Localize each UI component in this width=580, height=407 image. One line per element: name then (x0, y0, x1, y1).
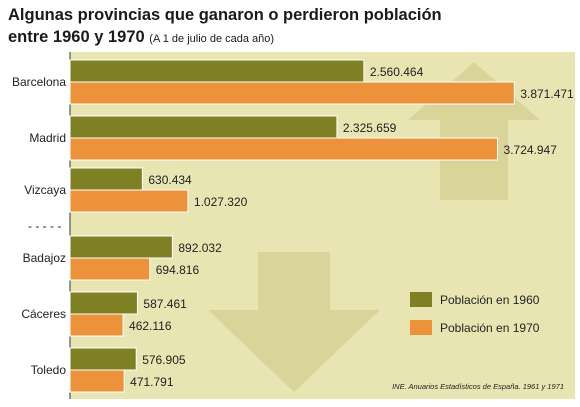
value-label-vizcaya-1960: 630.434 (148, 173, 192, 187)
bar-barcelona-1970 (69, 81, 515, 105)
chart-title-line2: entre 1960 y 1970 (A 1 de julio de cada … (8, 26, 568, 50)
legend: Población en 1960 Población en 1970 (410, 292, 540, 335)
value-label-caceres-1970: 462.116 (129, 319, 172, 333)
value-label-madrid-1970: 3.724.947 (504, 143, 558, 157)
legend-swatch-1960 (410, 292, 432, 307)
chart-title-line1: Algunas provincias que ganaron o perdier… (8, 6, 442, 24)
category-label-vizcaya: Vizcaya (24, 183, 66, 197)
bar-badajoz-1970 (69, 257, 151, 281)
bar-toledo-1960 (69, 347, 137, 371)
bar-value-labels: 2.560.464 3.871.471 2.325.659 3.724.947 630.… (129, 65, 574, 389)
bar-badajoz-1960 (69, 235, 173, 259)
category-label-barcelona: Barcelona (12, 75, 66, 89)
group-separator: - - - - - (28, 219, 61, 233)
chart-title-line2-text: entre 1960 y 1970 (8, 28, 145, 46)
legend-swatch-1970 (410, 320, 432, 335)
legend-label-1970: Población en 1970 (440, 321, 540, 335)
bar-caceres-1970 (69, 313, 124, 337)
value-label-badajoz-1970: 694.816 (156, 263, 200, 277)
value-label-madrid-1960: 2.325.659 (343, 121, 397, 135)
value-label-caceres-1960: 587.461 (143, 297, 187, 311)
value-label-toledo-1970: 471.791 (130, 375, 174, 389)
chart-title: Algunas provincias que ganaron o perdier… (8, 4, 568, 50)
category-label-badajoz: Badajoz (23, 251, 66, 265)
source-note: INE. Anuarios Estadísticos de España. 19… (392, 382, 564, 391)
down-arrow-icon (208, 252, 380, 392)
bar-caceres-1960 (69, 291, 138, 315)
bar-vizcaya-1960 (69, 167, 143, 191)
bar-toledo-1970 (69, 369, 125, 393)
chart-subtitle: (A 1 de julio de cada año) (149, 33, 275, 45)
value-label-badajoz-1960: 892.032 (178, 241, 222, 255)
value-label-barcelona-1970: 3.871.471 (520, 87, 574, 101)
category-label-toledo: Toledo (31, 363, 67, 377)
value-label-vizcaya-1970: 1.027.320 (194, 195, 248, 209)
bar-vizcaya-1970 (69, 189, 189, 213)
value-label-toledo-1960: 576.905 (142, 353, 186, 367)
category-label-caceres: Cáceres (21, 307, 66, 321)
category-label-madrid: Madrid (29, 131, 66, 145)
bar-barcelona-1960 (69, 59, 365, 83)
bar-madrid-1970 (69, 137, 499, 161)
legend-label-1960: Población en 1960 (440, 293, 540, 307)
category-labels: Barcelona Madrid Vizcaya Badajoz Cáceres Tole… (12, 75, 66, 377)
bars (69, 59, 515, 393)
bar-madrid-1960 (69, 115, 338, 139)
value-label-barcelona-1960: 2.560.464 (370, 65, 424, 79)
